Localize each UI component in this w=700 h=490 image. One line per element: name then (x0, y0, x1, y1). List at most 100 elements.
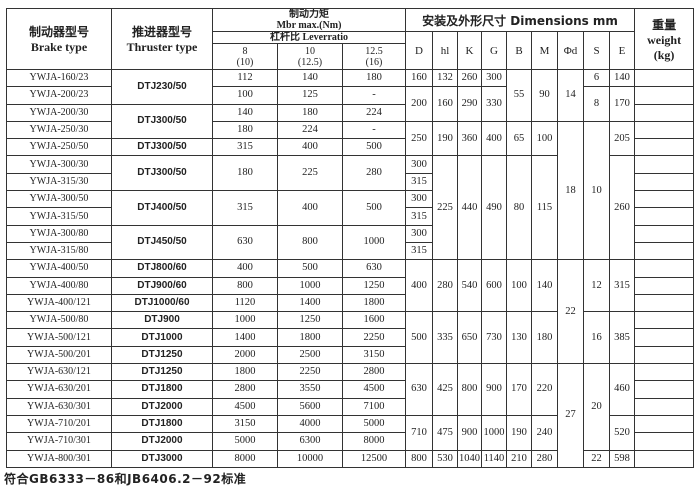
brake-type-cell: YWJA-315/80 (6, 241, 112, 261)
dim-cell-E: 385 (608, 311, 636, 365)
torque-en: Mbr max.(Nm) (276, 20, 342, 31)
thruster-type-cell: DTJ300/50 (111, 138, 213, 157)
dim-cell-D: 300 (405, 155, 433, 174)
thruster-type-cell: DTJ800/60 (111, 259, 213, 278)
torque-cell-t10: 224 (277, 120, 343, 140)
thruster-type-cell: DTJ300/50 (111, 103, 213, 140)
torque-cell-t125: - (342, 120, 406, 140)
header-dim-B: B (506, 31, 532, 70)
lever-value: 12.5 (365, 45, 383, 57)
torque-cell-t8: 400 (212, 259, 278, 278)
dim-cell-G: 730 (481, 311, 507, 365)
dim-cell-B: 65 (506, 120, 532, 157)
table-row: YWJA-710/301 DTJ2000 5000 6300 8000 (6, 432, 695, 451)
header-dim-E: E (608, 31, 636, 70)
dim-cell-K: 540 (457, 259, 482, 313)
dim-cell-D: 710 (405, 414, 433, 451)
torque-cell-t8: 5000 (212, 432, 278, 451)
torque-cell-t125: 1600 (342, 311, 406, 330)
dim-cell-S: 6 (583, 68, 610, 88)
weight-cell (634, 311, 695, 330)
table-row: YWJA-250/30 180 224-250 190 360 400 65 100 18 10 2… (6, 120, 695, 261)
weight-cell (634, 68, 695, 88)
header-dimensions: 安装及外形尺寸 Dimensions mm (404, 8, 636, 32)
dim-cell-E: 460 (608, 363, 636, 416)
thruster-type-cell: DTJ1000/60 (111, 293, 213, 313)
torque-cell-t125: 500 (342, 190, 406, 226)
dim-cell-M: 180 (531, 311, 558, 365)
table-row: YWJA-630/121 DTJ1250 1800 2250 2800 630 425 800… (6, 363, 695, 468)
thruster-type-cell: DTJ1250 (111, 363, 213, 382)
dim-cell-D: 800 (405, 449, 433, 468)
brake-type-cell: YWJA-200/23 (6, 86, 112, 105)
torque-cell-t10: 140 (277, 68, 343, 88)
thruster-type-cell: DTJ2000 (111, 432, 213, 451)
dim-cell-M: 100 (531, 120, 558, 157)
header-torque: 制动力矩 Mbr max.(Nm) (212, 8, 406, 32)
brake-type-cell: YWJA-315/50 (6, 207, 112, 226)
dim-cell-G: 330 (481, 86, 507, 122)
brake-type-cell: YWJA-710/301 (6, 432, 112, 451)
torque-cell-t10: 2250 (277, 363, 343, 382)
torque-cell-t125: 1000 (342, 224, 406, 261)
torque-cell-t10: 180 (277, 103, 343, 122)
weight-cell (634, 363, 695, 382)
weight-cell (634, 155, 695, 174)
dim-cell-E: 260 (608, 155, 636, 261)
brake-type-cell: YWJA-800/301 (6, 449, 112, 468)
dim-cell-M: 90 (531, 69, 558, 122)
table-row: YWJA-400/80 DTJ900/60 800 1000 1250 (6, 276, 695, 295)
dim-cell-hl: 160 (432, 86, 458, 122)
torque-cell-t125: 2250 (342, 328, 406, 347)
header-dim-S: S (583, 31, 610, 70)
dim-cell-D: 315 (405, 172, 433, 192)
dim-cell-K: 900 (457, 414, 482, 451)
dim-cell-D: 315 (405, 241, 433, 261)
thruster-type-cell: DTJ2000 (111, 397, 213, 416)
brake-type-cell: YWJA-630/121 (6, 363, 112, 382)
brake-spec-table: 制动器型号 Brake type 推进器型号 Thruster type 制动力… (6, 8, 695, 468)
table-body: YWJA-160/23 DTJ230/50 112 140 180 160 132 260 30… (6, 68, 695, 468)
dim-cell-B: 130 (506, 311, 532, 365)
table-row: YWJA-200/23 100 125-200 160 290 330 8 170 (6, 86, 695, 122)
torque-cell-t125: 2800 (342, 363, 406, 382)
thruster-type-cell: DTJ300/50 (111, 155, 213, 192)
header-dim-K: K (457, 31, 482, 70)
table-row: YWJA-300/30 DTJ300/50 180 225 280 300 225 440 49… (6, 155, 695, 261)
weight-cell (634, 138, 695, 157)
header-lever-8: 8 (10) (212, 43, 278, 70)
thruster-type-cn: 推进器型号 (131, 25, 192, 39)
dim-cell-d: 14 (557, 69, 584, 122)
table-row: YWJA-500/80 DTJ900 1000 1250 1600 500 335 650 73… (6, 311, 695, 365)
weight-cell (634, 120, 695, 140)
torque-cell-t8: 1120 (212, 293, 278, 313)
brake-type-cell: YWJA-250/50 (6, 138, 112, 157)
brake-type-cell: YWJA-400/121 (6, 293, 112, 313)
torque-cell-t125: 180 (342, 68, 406, 88)
brake-type-cell: YWJA-300/50 (6, 190, 112, 209)
torque-cell-t125: 8000 (342, 432, 406, 451)
table-row: YWJA-315/80 315 (6, 241, 695, 261)
torque-cell-t10: 1250 (277, 311, 343, 330)
dim-cell-E: 205 (608, 120, 636, 157)
dim-cell-D: 400 (405, 259, 433, 313)
table-row: YWJA-300/50 DTJ400/50 315 400 500 300 (6, 190, 695, 226)
torque-cell-t125: - (342, 86, 406, 105)
brake-type-cell: YWJA-500/201 (6, 345, 112, 365)
torque-cell-t10: 3550 (277, 380, 343, 399)
thruster-type-cell: DTJ3000 (111, 449, 213, 468)
dim-cell-S: 22 (583, 449, 610, 468)
dim-cell-M: 220 (531, 363, 558, 416)
weight-cell (634, 190, 695, 209)
dim-cell-G: 490 (481, 155, 507, 261)
table-row: YWJA-630/201 DTJ1800 2800 3550 4500 (6, 380, 695, 399)
torque-cn: 制动力矩 (289, 9, 329, 21)
table-row: YWJA-630/301 DTJ2000 4500 5600 7100 (6, 397, 695, 416)
weight-cell (634, 103, 695, 122)
torque-cell-t10: 400 (277, 190, 343, 226)
dim-cell-B: 210 (506, 449, 532, 468)
dim-cell-G: 1000 (481, 414, 507, 451)
dim-cell-hl: 425 (432, 363, 458, 416)
torque-cell-t8: 315 (212, 190, 278, 226)
thruster-type-en: Thruster type (126, 40, 198, 54)
